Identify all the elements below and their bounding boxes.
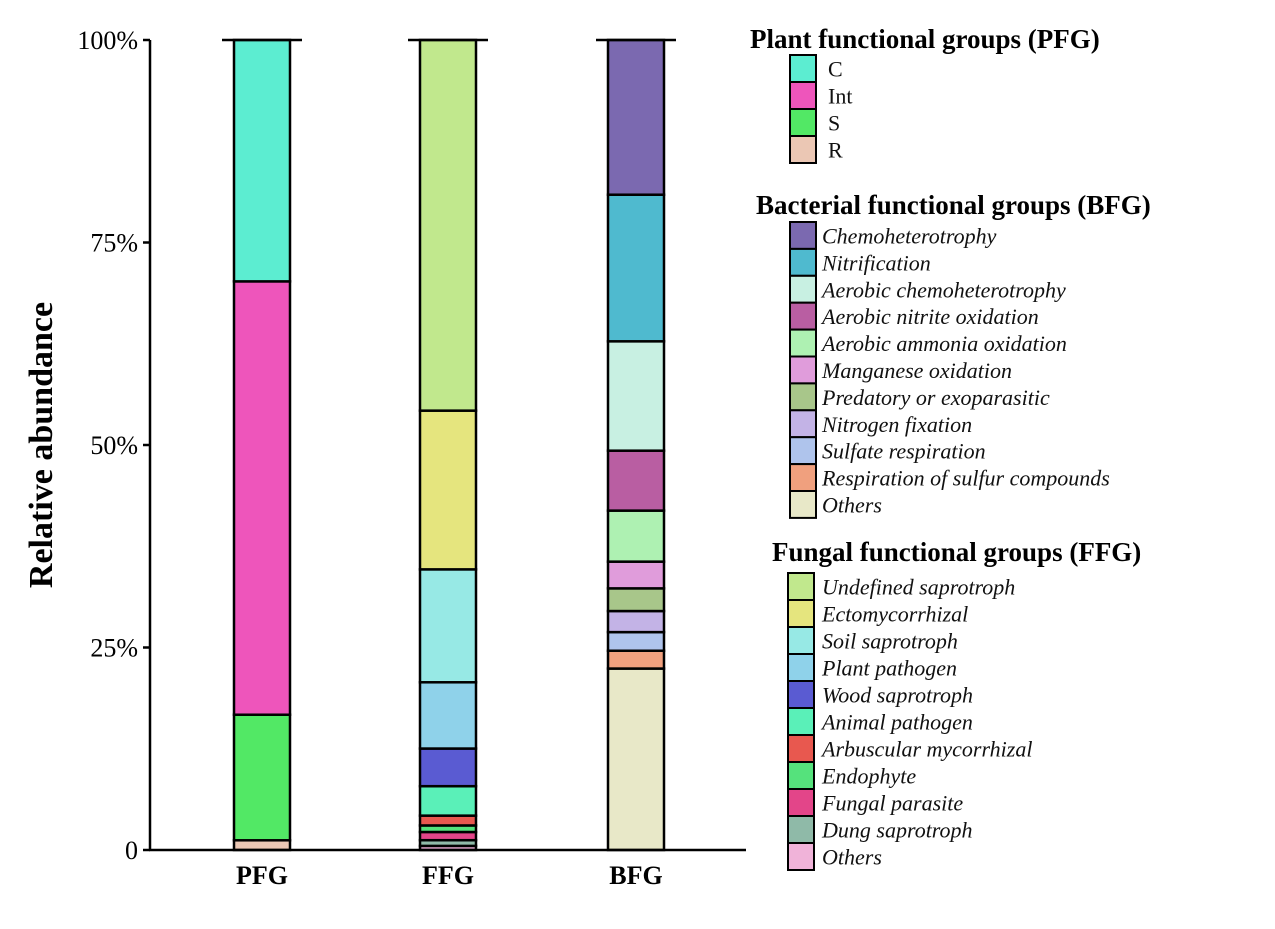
legend-label-soil-saprotroph: Soil saprotroph (822, 629, 958, 654)
plot-area: 0 25% 50% 75% 100% Relative abundance PFG FFG BF… (23, 26, 746, 890)
legend-label-endophyte: Endophyte (821, 764, 916, 789)
bar-segment-bfg-aerobic-chemoheterotrophy (606, 340, 666, 452)
legend-label-aerobic-nitrite-oxidation: Aerobic nitrite oxidation (820, 304, 1039, 329)
legend-swatch-nitrogen-fixation (789, 409, 817, 439)
legend-label-c: C (828, 57, 843, 82)
legend-title: Bacterial functional groups (BFG) (756, 190, 1151, 220)
y-tick-label: 25% (90, 634, 138, 663)
bar-segment-bfg-aerobic-ammonia-oxidation (606, 509, 666, 563)
y-tick-label: 0 (125, 836, 138, 865)
bar-segment-bfg-predatory-or-exoparasitic (606, 587, 666, 613)
legend-swatch-c (789, 54, 817, 83)
bar-segment-pfg-int (232, 280, 292, 716)
legend-swatch-s (789, 108, 817, 137)
legend-label-aerobic-ammonia-oxidation: Aerobic ammonia oxidation (820, 331, 1067, 356)
legend-label-wood-saprotroph: Wood saprotroph (822, 683, 973, 708)
bar-segment-bfg-nitrification (606, 193, 666, 343)
bar-segment-ffg-soil-saprotroph (418, 568, 478, 684)
legend-fungal-functional-groups-ffg: Fungal functional groups (FFG) Undefined … (772, 537, 1141, 871)
legend-label-nitrogen-fixation: Nitrogen fixation (821, 412, 972, 437)
legend-label-aerobic-chemoheterotrophy: Aerobic chemoheterotrophy (820, 277, 1066, 302)
bar-pfg (222, 38, 302, 852)
legend-label-s: S (828, 111, 840, 136)
legend-label-ectomycorrhizal: Ectomycorrhizal (821, 602, 968, 627)
legend-swatch-int (789, 81, 817, 110)
legend-label-respiration-of-sulfur-compounds: Respiration of sulfur compounds (821, 466, 1110, 491)
x-tick-label-bfg: BFG (609, 861, 662, 890)
legend-label-others: Others (822, 845, 882, 870)
legend-swatch-chemoheterotrophy (789, 221, 817, 250)
legend-swatch-predatory-or-exoparasitic (789, 382, 817, 412)
bar-segment-ffg-arbuscular-mycorrhizal (418, 814, 478, 827)
legend-swatch-wood-saprotroph (787, 680, 815, 709)
legend-swatch-undefined-saprotroph (787, 572, 815, 601)
bar-segment-bfg-aerobic-nitrite-oxidation (606, 449, 666, 512)
x-tick-label-ffg: FFG (422, 861, 474, 890)
bar-segment-bfg-chemoheterotrophy (606, 38, 666, 196)
bar-segment-pfg-r (232, 839, 292, 852)
bar-ffg (408, 38, 488, 852)
bar-segment-bfg-nitrogen-fixation (606, 609, 666, 634)
legend-swatch-nitrification (789, 247, 817, 277)
legend-swatch-animal-pathogen (787, 707, 815, 736)
legend-swatch-respiration-of-sulfur-compounds (789, 463, 817, 493)
bar-segment-bfg-others (606, 667, 666, 852)
bar-segment-ffg-ectomycorrhizal (418, 409, 478, 571)
legend-label-chemoheterotrophy: Chemoheterotrophy (822, 223, 997, 248)
bar-segment-ffg-animal-pathogen (418, 784, 478, 817)
legend-swatch-others (787, 842, 815, 871)
legend-swatch-arbuscular-mycorrhizal (787, 734, 815, 763)
legend-label-animal-pathogen: Animal pathogen (820, 710, 973, 735)
legend-label-dung-saprotroph: Dung saprotroph (821, 818, 973, 843)
bar-segment-pfg-c (232, 38, 292, 283)
bar-segment-ffg-undefined-saprotroph (418, 38, 478, 412)
bar-segment-pfg-s (232, 713, 292, 842)
x-tick-label-pfg: PFG (236, 861, 288, 890)
legend-label-predatory-or-exoparasitic: Predatory or exoparasitic (821, 385, 1050, 410)
y-axis-label: Relative abundance (23, 302, 60, 588)
legend-swatch-manganese-oxidation (789, 355, 817, 385)
legend-label-r: R (828, 138, 843, 163)
legend-swatch-aerobic-ammonia-oxidation (789, 328, 817, 358)
bar-segment-ffg-plant-pathogen (418, 681, 478, 750)
legend-label-int: Int (828, 84, 852, 109)
bar-bfg (596, 38, 676, 852)
bar-segment-ffg-wood-saprotroph (418, 747, 478, 788)
legend-swatch-soil-saprotroph (787, 626, 815, 655)
y-tick-label: 50% (90, 431, 138, 460)
legend-swatch-plant-pathogen (787, 653, 815, 682)
legend-label-undefined-saprotroph: Undefined saprotroph (822, 575, 1015, 600)
legend-title: Fungal functional groups (FFG) (772, 537, 1141, 567)
bar-segment-bfg-sulfate-respiration (606, 630, 666, 652)
legend-label-plant-pathogen: Plant pathogen (821, 656, 957, 681)
legend-swatch-others (789, 490, 817, 519)
legend-swatch-endophyte (787, 761, 815, 790)
legend-swatch-aerobic-chemoheterotrophy (789, 274, 817, 304)
legend-swatch-sulfate-respiration (789, 436, 817, 466)
bar-segment-bfg-manganese-oxidation (606, 560, 666, 590)
legend-swatch-dung-saprotroph (787, 815, 815, 844)
legend-swatch-ectomycorrhizal (787, 599, 815, 628)
legend-label-manganese-oxidation: Manganese oxidation (821, 358, 1012, 383)
legend-swatch-r (789, 135, 817, 164)
bar-segment-bfg-respiration-of-sulfur-compounds (606, 649, 666, 670)
legend-label-others: Others (822, 492, 882, 517)
legend-swatch-fungal-parasite (787, 788, 815, 817)
legend-label-nitrification: Nitrification (821, 250, 931, 275)
legend-label-fungal-parasite: Fungal parasite (821, 791, 963, 816)
legend-bacterial-functional-groups-bfg: Bacterial functional groups (BFG) Chemohe… (756, 190, 1151, 519)
legend-title: Plant functional groups (PFG) (750, 24, 1100, 54)
y-tick-label: 100% (77, 26, 138, 55)
y-tick-label: 75% (90, 229, 138, 258)
legend-swatch-aerobic-nitrite-oxidation (789, 301, 817, 331)
legend-label-arbuscular-mycorrhizal: Arbuscular mycorrhizal (820, 737, 1032, 762)
legend-label-sulfate-respiration: Sulfate respiration (822, 439, 986, 464)
